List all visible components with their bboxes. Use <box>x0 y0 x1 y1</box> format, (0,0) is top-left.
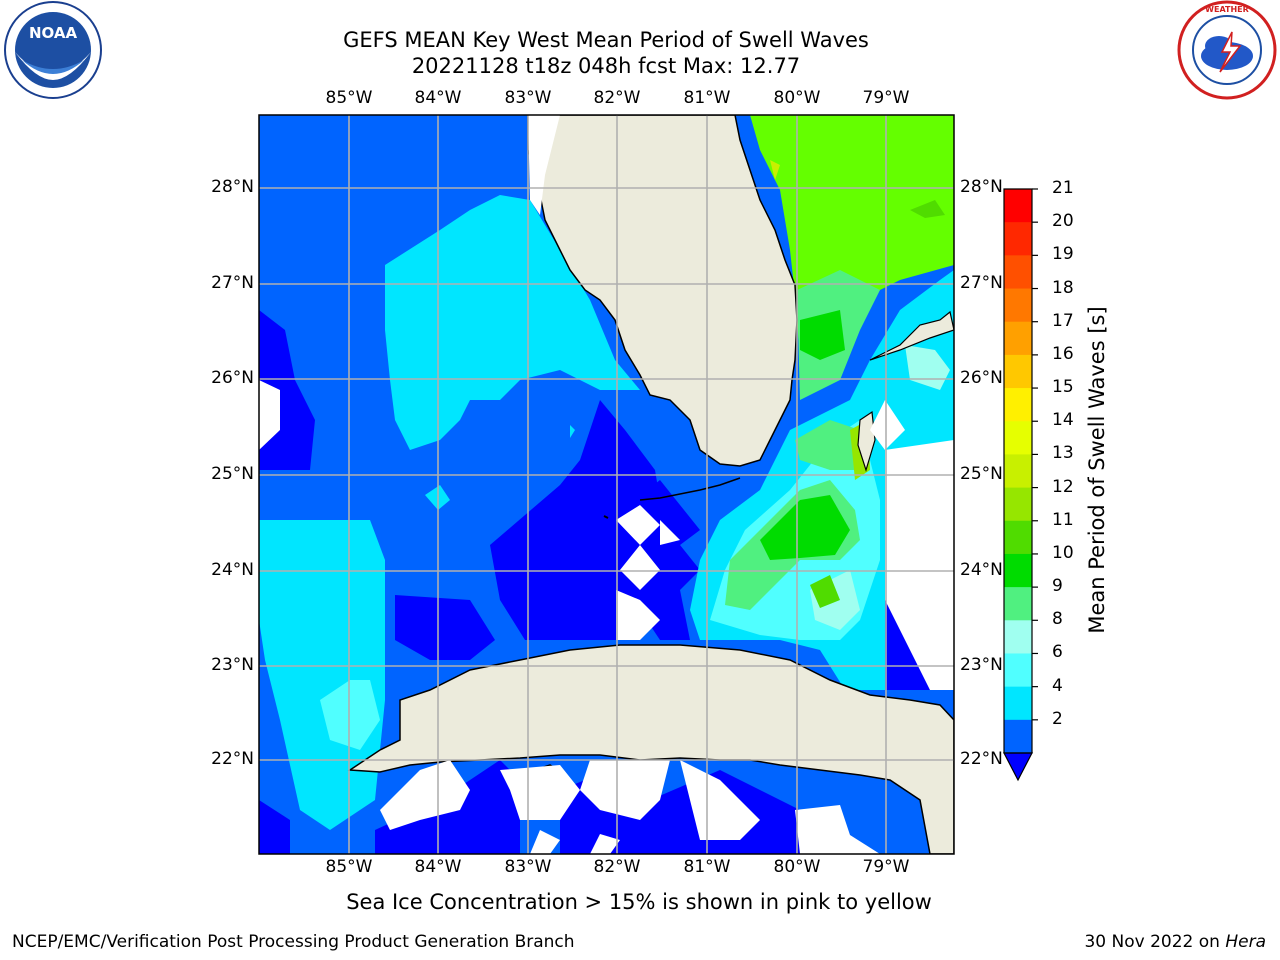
colorbar-swatch <box>1004 686 1032 721</box>
chart-title: GEFS MEAN Key West Mean Period of Swell … <box>343 28 869 52</box>
colorbar-swatch <box>1004 487 1032 522</box>
colorbar-tick-label: 12 <box>1052 476 1074 497</box>
lat-label-left: 26°N <box>211 368 254 388</box>
colorbar-tick-label: 17 <box>1052 310 1074 331</box>
colorbar-swatch <box>1004 321 1032 356</box>
footer-date: 30 Nov 2022 on Hera <box>1084 932 1266 952</box>
colorbar-swatch <box>1004 587 1032 621</box>
chart-subtitle: 20221128 t18z 048h fcst Max: 12.77 <box>411 54 801 78</box>
colorbar-extend-arrow <box>1003 752 1033 782</box>
colorbar-tick-label: 2 <box>1052 708 1063 729</box>
lon-label-bottom: 85°W <box>325 857 373 877</box>
lat-label-left: 28°N <box>211 177 254 197</box>
wave-period-field <box>259 115 954 854</box>
colorbar-swatch <box>1004 719 1032 754</box>
colorbar-label: Mean Period of Swell Waves [s] <box>1085 306 1109 634</box>
lat-label-right: 28°N <box>960 177 1003 197</box>
colorbar-tick-label: 13 <box>1052 443 1074 464</box>
lat-label-right: 24°N <box>960 560 1003 580</box>
lon-label-bottom: 84°W <box>414 857 462 877</box>
colorbar-tick-label: 19 <box>1052 244 1074 265</box>
lon-label-top: 82°W <box>593 88 641 108</box>
colorbar <box>1003 188 1038 782</box>
colorbar-tick-label: 9 <box>1052 576 1063 597</box>
noaa-logo: NOAA <box>4 1 102 99</box>
colorbar-tick-label: 18 <box>1052 277 1074 298</box>
colorbar-frame <box>1003 188 1033 754</box>
colorbar-swatch <box>1004 189 1032 223</box>
footer-credit: NCEP/EMC/Verification Post Processing Pr… <box>12 932 575 952</box>
lon-label-bottom: 83°W <box>504 857 552 877</box>
graticule <box>259 115 954 854</box>
colorbar-tick-label: 6 <box>1052 642 1063 663</box>
colorbar-swatch <box>1004 454 1032 489</box>
colorbar-swatch <box>1004 288 1032 323</box>
lat-label-left: 25°N <box>211 464 254 484</box>
lon-label-top: 85°W <box>325 88 373 108</box>
lat-label-right: 27°N <box>960 273 1003 293</box>
cuba-land <box>347 644 954 854</box>
colorbar-swatch <box>1004 520 1032 555</box>
lon-label-bottom: 79°W <box>862 857 910 877</box>
colorbar-swatch <box>1004 388 1032 422</box>
colorbar-swatch <box>1004 620 1032 654</box>
colorbar-swatch <box>1004 222 1032 256</box>
colorbar-tick-label: 14 <box>1052 410 1074 431</box>
lon-label-bottom: 80°W <box>773 857 821 877</box>
colorbar-tick-label: 20 <box>1052 211 1074 232</box>
noaa-logo-text: NOAA <box>29 24 78 42</box>
lat-label-left: 24°N <box>211 560 254 580</box>
map-frame <box>258 114 955 855</box>
lon-label-bottom: 82°W <box>593 857 641 877</box>
colorbar-swatch <box>1004 421 1032 455</box>
lon-label-top: 79°W <box>862 88 910 108</box>
lat-label-right: 26°N <box>960 368 1003 388</box>
nws-logo: WEATHER <box>1177 0 1277 100</box>
colorbar-swatch <box>1004 255 1032 290</box>
lon-label-top: 83°W <box>504 88 552 108</box>
colorbar-swatch <box>1004 553 1032 588</box>
lat-label-right: 22°N <box>960 749 1003 769</box>
colorbar-swatch <box>1004 653 1032 688</box>
lat-label-right: 25°N <box>960 464 1003 484</box>
lon-label-bottom: 81°W <box>683 857 731 877</box>
colorbar-tick-label: 21 <box>1052 178 1074 198</box>
lat-label-left: 23°N <box>211 655 254 675</box>
svg-text:WEATHER: WEATHER <box>1205 5 1249 14</box>
lat-label-left: 27°N <box>211 273 254 293</box>
colorbar-tick-label: 8 <box>1052 609 1063 630</box>
colorbar-tick-label: 4 <box>1052 675 1063 696</box>
colorbar-swatch <box>1004 354 1032 389</box>
colorbar-tick-label: 15 <box>1052 377 1074 398</box>
footer-machine: Hera <box>1225 932 1266 952</box>
lat-label-right: 23°N <box>960 655 1003 675</box>
sea-ice-caption: Sea Ice Concentration > 15% is shown in … <box>346 890 932 914</box>
lat-label-left: 22°N <box>211 749 254 769</box>
colorbar-tick-label: 10 <box>1052 542 1074 563</box>
colorbar-tick-label: 16 <box>1052 343 1074 364</box>
lon-label-top: 84°W <box>414 88 462 108</box>
footer-date-text: 30 Nov 2022 on <box>1084 932 1226 952</box>
colorbar-tick-label: 11 <box>1052 509 1074 530</box>
lon-label-top: 80°W <box>773 88 821 108</box>
lon-label-top: 81°W <box>683 88 731 108</box>
